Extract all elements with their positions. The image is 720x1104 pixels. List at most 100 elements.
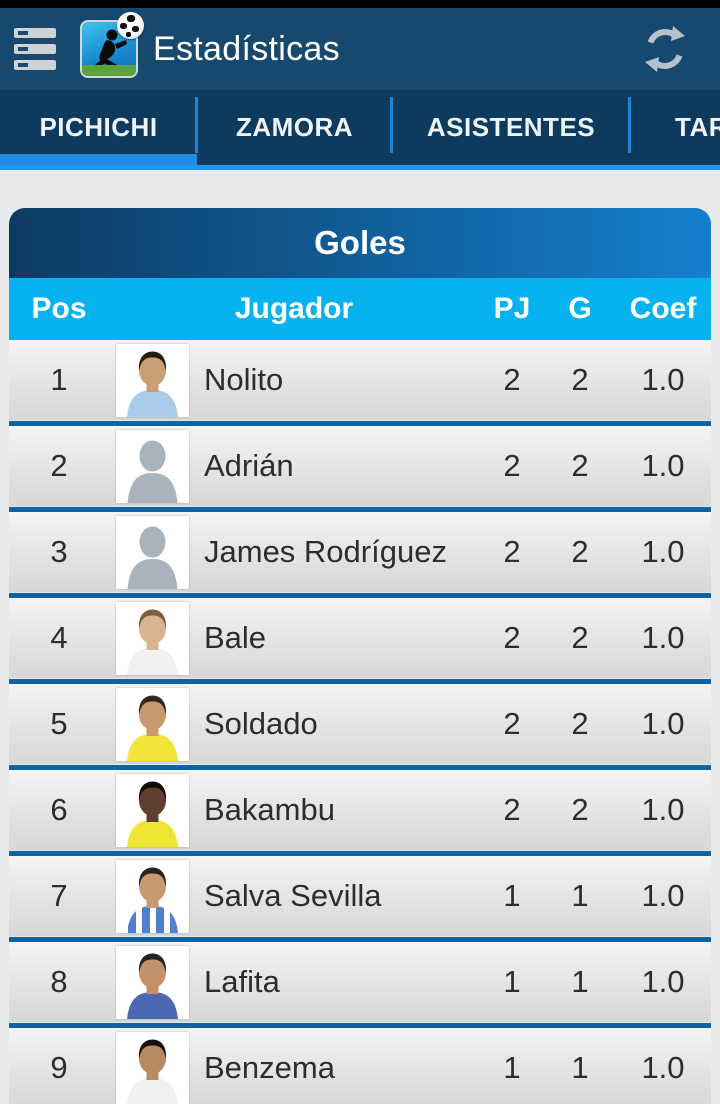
col-pos: Pos	[31, 292, 87, 325]
row-avatar-cell	[109, 687, 204, 761]
tab-divider	[390, 97, 393, 153]
table-row[interactable]: 5 Soldado 2 2 1.0	[9, 684, 711, 764]
player-name: Lafita	[204, 964, 280, 999]
selected-tab-indicator	[0, 154, 197, 165]
row-avatar-cell	[109, 859, 204, 933]
row-coef: 1.0	[641, 534, 685, 569]
row-pos: 9	[50, 1050, 68, 1085]
row-coef: 1.0	[641, 792, 685, 827]
row-avatar-cell	[109, 773, 204, 847]
tab-divider	[195, 97, 198, 153]
row-separator	[9, 850, 711, 856]
card-title-bar: Goles	[9, 208, 711, 278]
status-strip	[0, 0, 720, 8]
tab-asistentes[interactable]: ASISTENTES	[392, 90, 630, 165]
player-photo	[116, 343, 189, 417]
player-name: Salva Sevilla	[204, 878, 382, 913]
col-player: Jugador	[234, 292, 354, 325]
row-separator	[9, 936, 711, 942]
menu-bar	[14, 28, 56, 38]
football-kick-icon	[80, 12, 144, 78]
table-body: 1 Nolito 2 2 1.0 2 Adrián 2 2 1.0	[9, 340, 711, 1104]
row-pj: 2	[503, 620, 521, 655]
player-photo	[116, 601, 189, 675]
row-g: 2	[571, 362, 589, 397]
refresh-icon[interactable]	[640, 24, 690, 74]
table-row[interactable]: 9 Benzema 1 1 1.0	[9, 1028, 711, 1104]
app-bar: Estadísticas	[0, 8, 720, 90]
row-g: 2	[571, 448, 589, 483]
row-coef: 1.0	[641, 706, 685, 741]
player-name: Nolito	[204, 362, 284, 397]
row-pos: 4	[50, 620, 68, 655]
player-name: Bale	[204, 620, 267, 655]
row-g: 2	[571, 706, 589, 741]
goles-card: Goles Pos Jugador PJ G Coef 1 Nolito 2 2…	[9, 208, 711, 1104]
player-photo	[116, 429, 189, 503]
content-area: Goles Pos Jugador PJ G Coef 1 Nolito 2 2…	[0, 170, 720, 1104]
tab-bar-underline	[0, 165, 720, 170]
grass-strip	[82, 65, 136, 76]
row-pos: 2	[50, 448, 68, 483]
row-pj: 2	[503, 448, 521, 483]
row-separator	[9, 420, 711, 426]
row-coef: 1.0	[641, 448, 685, 483]
table-row[interactable]: 3 James Rodríguez 2 2 1.0	[9, 512, 711, 592]
row-pos: 5	[50, 706, 68, 741]
page-title: Estadísticas	[153, 29, 340, 68]
row-separator	[9, 506, 711, 512]
row-coef: 1.0	[641, 964, 685, 999]
player-photo	[116, 1031, 189, 1104]
player-photo	[116, 859, 189, 933]
row-g: 2	[571, 620, 589, 655]
row-avatar-cell	[109, 343, 204, 417]
row-coef: 1.0	[641, 362, 685, 397]
row-pos: 1	[50, 362, 68, 397]
row-pj: 1	[503, 964, 521, 999]
table-row[interactable]: 8 Lafita 1 1 1.0	[9, 942, 711, 1022]
row-pos: 6	[50, 792, 68, 827]
row-pj: 2	[503, 534, 521, 569]
table-row[interactable]: 1 Nolito 2 2 1.0	[9, 340, 711, 420]
tab-label: TAR	[675, 112, 720, 142]
tab-pichichi[interactable]: PICHICHI	[0, 90, 197, 165]
row-pj: 2	[503, 362, 521, 397]
table-row[interactable]: 4 Bale 2 2 1.0	[9, 598, 711, 678]
row-separator	[9, 1022, 711, 1028]
row-avatar-cell	[109, 945, 204, 1019]
row-avatar-cell	[109, 429, 204, 503]
menu-bar	[14, 44, 56, 54]
row-g: 1	[571, 1050, 589, 1085]
player-name: Benzema	[204, 1050, 335, 1085]
row-separator	[9, 592, 711, 598]
row-pos: 7	[50, 878, 68, 913]
player-name: Soldado	[204, 706, 318, 741]
table-row[interactable]: 6 Bakambu 2 2 1.0	[9, 770, 711, 850]
player-name: James Rodríguez	[204, 534, 447, 569]
row-pj: 2	[503, 706, 521, 741]
row-pos: 3	[50, 534, 68, 569]
row-pj: 1	[503, 1050, 521, 1085]
tab-bar: PICHICHI ZAMORA ASISTENTES TAR	[0, 90, 720, 165]
row-avatar-cell	[109, 1031, 204, 1104]
row-coef: 1.0	[641, 878, 685, 913]
row-pj: 2	[503, 792, 521, 827]
col-pj: PJ	[493, 292, 531, 325]
table-row[interactable]: 7 Salva Sevilla 1 1 1.0	[9, 856, 711, 936]
tab-label: PICHICHI	[39, 112, 158, 142]
table-row[interactable]: 2 Adrián 2 2 1.0	[9, 426, 711, 506]
tab-tarjetas[interactable]: TAR	[630, 90, 720, 165]
row-separator	[9, 678, 711, 684]
row-g: 2	[571, 534, 589, 569]
row-avatar-cell	[109, 601, 204, 675]
row-avatar-cell	[109, 515, 204, 589]
row-coef: 1.0	[641, 1050, 685, 1085]
row-g: 2	[571, 792, 589, 827]
player-photo	[116, 773, 189, 847]
menu-icon[interactable]	[14, 26, 62, 72]
menu-bar	[14, 60, 56, 70]
col-coef: Coef	[629, 292, 697, 325]
player-photo	[116, 945, 189, 1019]
player-name: Adrián	[204, 448, 294, 483]
tab-zamora[interactable]: ZAMORA	[197, 90, 392, 165]
